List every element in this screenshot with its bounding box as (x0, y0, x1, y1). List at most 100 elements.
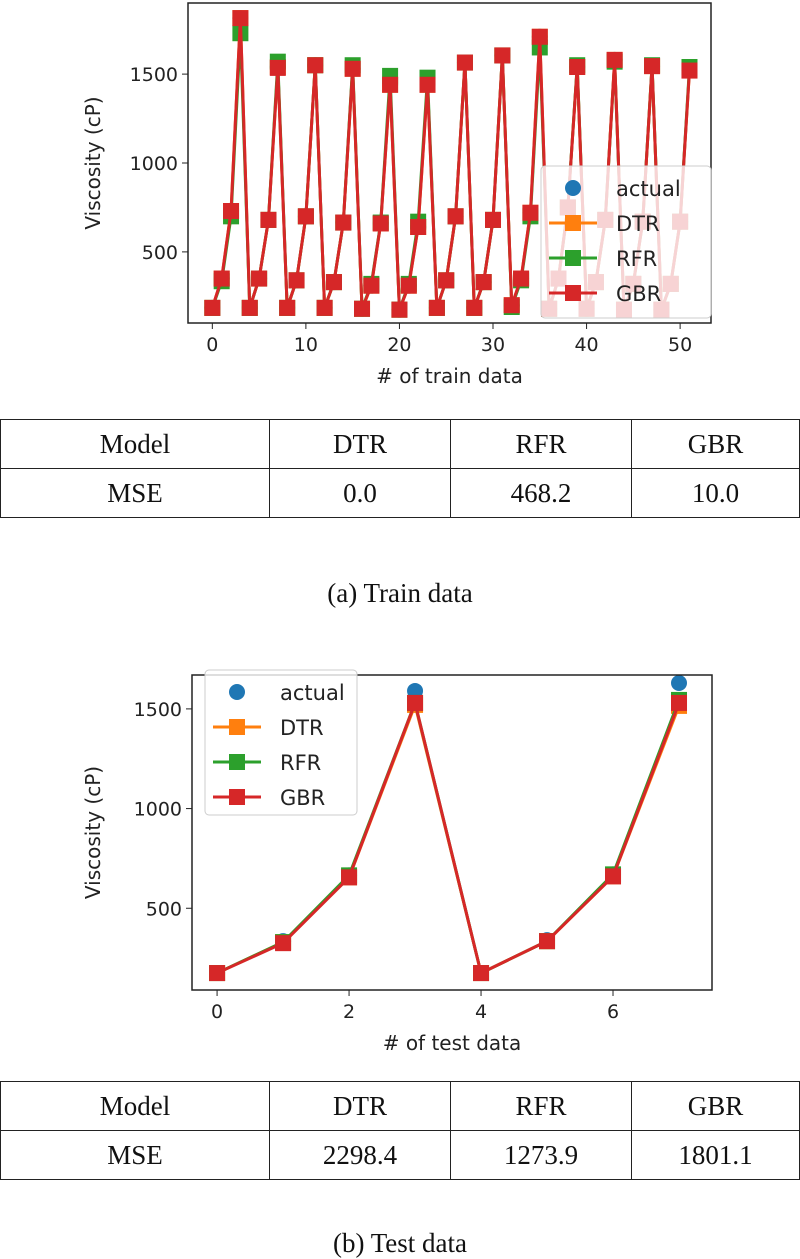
data-point-GBR (316, 299, 333, 316)
data-point-GBR (307, 57, 324, 74)
data-point-GBR (260, 211, 277, 228)
x-axis-label: # of train data (376, 364, 523, 388)
data-point-GBR (681, 62, 698, 79)
data-point-GBR (419, 76, 436, 93)
cell: 2298.4 (269, 1130, 451, 1180)
header-cell: RFR (450, 419, 632, 469)
header-cell: DTR (269, 419, 451, 469)
data-point-GBR (279, 299, 296, 316)
legend-box (540, 165, 712, 319)
cell: 1273.9 (450, 1130, 632, 1180)
data-point-GBR (325, 274, 342, 291)
data-point-GBR (344, 60, 361, 77)
y-tick-label: 1500 (134, 699, 182, 721)
x-tick-label: 2 (343, 1001, 355, 1023)
data-point-GBR (269, 59, 286, 76)
legend-marker-DTR (229, 719, 245, 735)
test-caption: (b) Test data (332, 1228, 468, 1258)
y-tick-label: 1000 (134, 799, 182, 821)
legend-marker-RFR (229, 754, 245, 770)
data-point-GBR (503, 297, 520, 314)
header-cell: RFR (450, 1081, 632, 1131)
data-point-GBR (605, 868, 622, 885)
data-point-GBR (606, 51, 623, 68)
x-tick-label: 50 (668, 334, 692, 356)
data-point-GBR (363, 277, 380, 294)
data-point-GBR (391, 301, 408, 318)
data-point-GBR (335, 214, 352, 231)
y-axis-label: Viscosity (cP) (81, 766, 105, 899)
legend-label: GBR (616, 282, 661, 306)
data-point-actual (671, 674, 688, 691)
train-mse-table: Model DTR RFR GBR MSE 0.0 468.2 10.0 (0, 419, 800, 518)
data-point-GBR (341, 869, 358, 886)
y-axis-label: Viscosity (cP) (81, 96, 105, 229)
legend-label: DTR (280, 716, 324, 740)
data-point-GBR (241, 299, 258, 316)
data-point-GBR (382, 76, 399, 93)
header-cell: Model (0, 1081, 270, 1131)
legend-label: RFR (280, 751, 321, 775)
data-point-GBR (539, 933, 556, 950)
data-point-GBR (671, 694, 688, 711)
cell: 0.0 (269, 468, 451, 518)
data-point-GBR (475, 274, 492, 291)
header-cell: GBR (631, 419, 800, 469)
legend-label: actual (280, 681, 345, 705)
data-point-GBR (354, 300, 371, 317)
legend-label: RFR (616, 247, 657, 271)
legend-marker-RFR (565, 250, 581, 266)
data-point-GBR (232, 10, 249, 27)
y-tick-label: 500 (142, 242, 178, 264)
x-tick-label: 0 (206, 334, 218, 356)
data-point-GBR (410, 219, 427, 235)
y-tick-label: 1000 (130, 153, 178, 175)
data-point-GBR (213, 270, 230, 287)
data-point-GBR (466, 299, 483, 316)
legend-marker-actual (565, 180, 581, 196)
data-point-GBR (407, 694, 424, 711)
data-point-GBR (204, 299, 221, 316)
data-point-GBR (251, 270, 268, 287)
cell: 10.0 (631, 468, 800, 518)
data-point-GBR (438, 272, 455, 289)
cell: MSE (0, 468, 270, 518)
y-tick-label: 500 (146, 898, 182, 920)
legend-marker-DTR (565, 215, 581, 231)
y-tick-label: 1500 (130, 64, 178, 86)
table-row: MSE 2298.4 1273.9 1801.1 (0, 1130, 800, 1180)
x-tick-label: 30 (481, 334, 505, 356)
x-tick-label: 0 (211, 1001, 223, 1023)
legend-marker-GBR (229, 789, 245, 805)
data-point-GBR (485, 211, 502, 228)
legend-box (204, 669, 358, 816)
legend-marker-GBR (565, 285, 581, 301)
data-point-GBR (473, 965, 490, 982)
data-point-GBR (494, 47, 511, 64)
table-row: MSE 0.0 468.2 10.0 (0, 468, 800, 518)
header-cell: Model (0, 419, 270, 469)
data-point-GBR (428, 299, 445, 316)
cell: MSE (0, 1130, 270, 1180)
x-tick-label: 10 (294, 334, 318, 356)
data-point-GBR (569, 59, 586, 75)
data-point-GBR (297, 208, 314, 225)
data-point-GBR (209, 965, 226, 982)
x-tick-label: 40 (574, 334, 598, 356)
data-point-GBR (447, 208, 464, 225)
data-point-GBR (522, 204, 539, 221)
data-point-GBR (223, 203, 240, 219)
test-mse-table: Model DTR RFR GBR MSE 2298.4 1273.9 1801… (0, 1081, 800, 1180)
header-cell: GBR (631, 1081, 800, 1131)
data-point-GBR (275, 935, 292, 952)
x-axis-label: # of test data (383, 1031, 522, 1055)
train-caption: (a) Train data (327, 578, 473, 608)
data-point-GBR (513, 270, 530, 287)
series-line-GBR (216, 697, 681, 976)
data-point-GBR (288, 272, 305, 289)
train-chart: 0 10 20 30 40 50 500 1000 1500 # of train data Vis… (81, 2, 712, 388)
table-header-row: Model DTR RFR GBR (0, 419, 800, 469)
legend-marker-actual (229, 684, 245, 700)
x-tick-label: 6 (607, 1001, 619, 1023)
header-cell: DTR (269, 1081, 451, 1131)
